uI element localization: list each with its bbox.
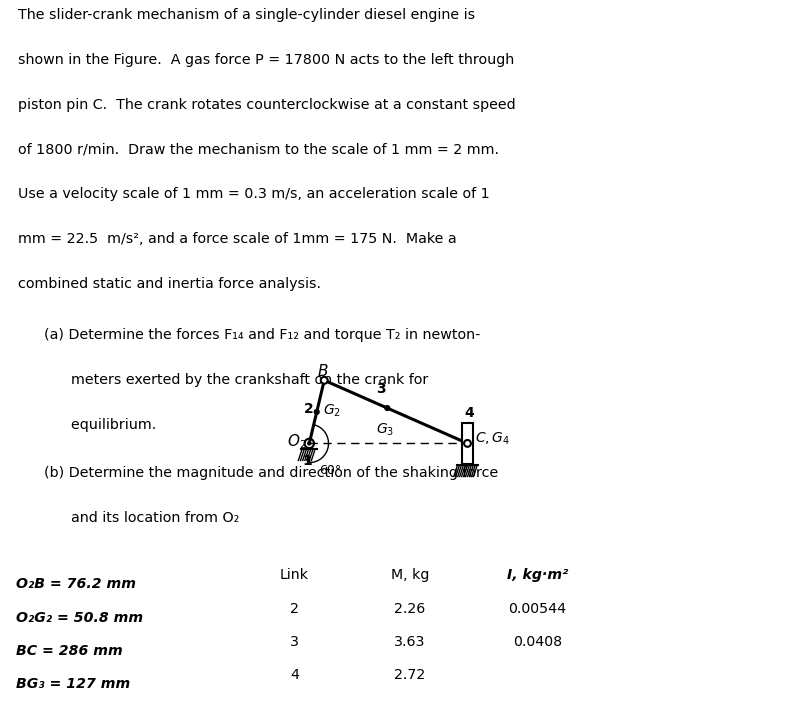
Circle shape xyxy=(308,442,310,445)
Text: M, kg: M, kg xyxy=(391,569,429,583)
Text: Use a velocity scale of 1 mm = 0.3 m/s, an acceleration scale of 1: Use a velocity scale of 1 mm = 0.3 m/s, … xyxy=(18,187,490,201)
Text: meters exerted by the crankshaft on the crank for: meters exerted by the crankshaft on the … xyxy=(44,373,428,387)
Text: 2: 2 xyxy=(290,601,299,615)
Text: 0.00544: 0.00544 xyxy=(508,601,567,615)
Text: O₂B = 76.2 mm: O₂B = 76.2 mm xyxy=(16,578,136,592)
Text: $O_2$: $O_2$ xyxy=(287,432,306,451)
Text: (a) Determine the forces F₁₄ and F₁₂ and torque T₂ in newton-: (a) Determine the forces F₁₄ and F₁₂ and… xyxy=(44,328,480,342)
Text: $C,G_4$: $C,G_4$ xyxy=(474,431,510,447)
Text: combined static and inertia force analysis.: combined static and inertia force analys… xyxy=(18,277,321,291)
Text: 3: 3 xyxy=(290,634,299,648)
Circle shape xyxy=(314,409,319,414)
Text: shown in the Figure.  A gas force P = 17800 N acts to the left through: shown in the Figure. A gas force P = 178… xyxy=(18,53,513,67)
Text: $G_3$: $G_3$ xyxy=(377,422,395,438)
Text: Link: Link xyxy=(280,569,309,583)
Text: BG₃ = 127 mm: BG₃ = 127 mm xyxy=(16,677,131,691)
Text: mm = 22.5  m/s², and a force scale of 1mm = 175 N.  Make a: mm = 22.5 m/s², and a force scale of 1mm… xyxy=(18,232,456,246)
Text: 60°: 60° xyxy=(319,464,341,477)
Text: 3: 3 xyxy=(376,381,385,395)
Text: BC = 286 mm: BC = 286 mm xyxy=(16,644,123,658)
Text: O₂G₂ = 50.8 mm: O₂G₂ = 50.8 mm xyxy=(16,611,143,625)
Text: $G_2$: $G_2$ xyxy=(322,402,341,419)
Text: (b) Determine the magnitude and direction of the shaking force: (b) Determine the magnitude and directio… xyxy=(44,466,498,480)
Text: The slider-crank mechanism of a single-cylinder diesel engine is: The slider-crank mechanism of a single-c… xyxy=(18,8,474,22)
Circle shape xyxy=(321,377,328,383)
Text: and its location from O₂: and its location from O₂ xyxy=(44,511,239,525)
Circle shape xyxy=(385,406,389,410)
Text: piston pin C.  The crank rotates counterclockwise at a constant speed: piston pin C. The crank rotates counterc… xyxy=(18,98,515,112)
Text: $B$: $B$ xyxy=(318,362,329,379)
Text: 4: 4 xyxy=(464,406,474,420)
Text: 3.63: 3.63 xyxy=(394,634,426,648)
Text: 2.72: 2.72 xyxy=(394,668,426,682)
Circle shape xyxy=(464,440,471,447)
Bar xyxy=(462,423,473,463)
Text: 2.26: 2.26 xyxy=(394,601,426,615)
Text: 2: 2 xyxy=(303,402,314,416)
Text: of 1800 r/min.  Draw the mechanism to the scale of 1 mm = 2 mm.: of 1800 r/min. Draw the mechanism to the… xyxy=(18,143,498,156)
Text: 1: 1 xyxy=(302,454,312,468)
Text: 4: 4 xyxy=(290,668,299,682)
Text: I, kg·m²: I, kg·m² xyxy=(506,569,568,583)
Text: 0.0408: 0.0408 xyxy=(513,634,562,648)
Text: equilibrium.: equilibrium. xyxy=(44,418,156,432)
